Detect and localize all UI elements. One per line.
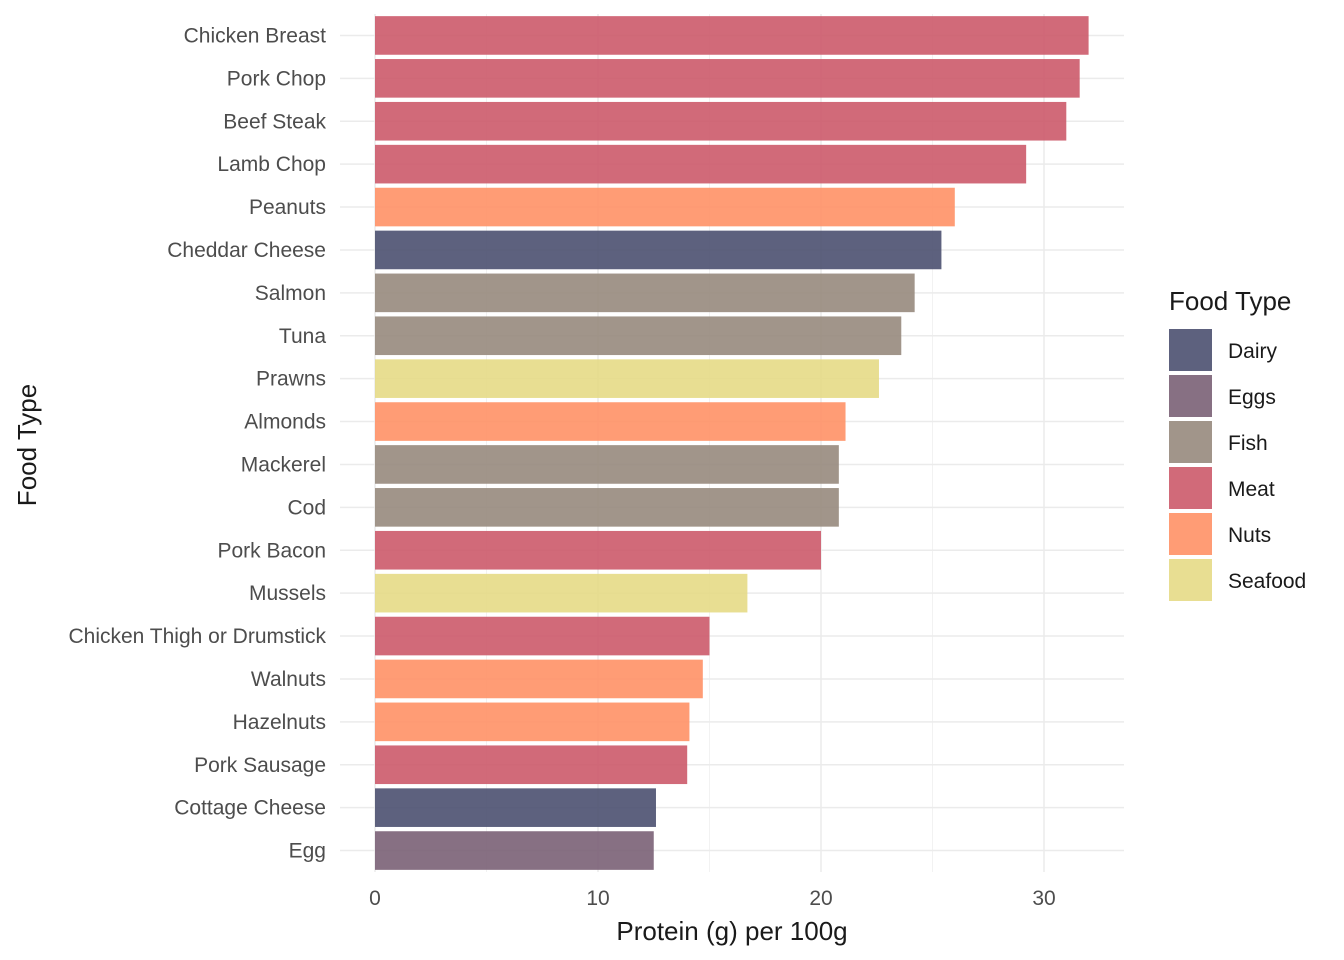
y-tick-label: Mussels	[249, 582, 326, 605]
bar	[375, 488, 839, 527]
bar	[375, 445, 839, 484]
bar	[375, 16, 1089, 55]
legend-swatch	[1169, 375, 1212, 417]
legend: Food Type Dairy Eggs Fish Meat Nuts Seafood	[1169, 286, 1306, 601]
bar	[375, 359, 879, 398]
x-tick-label: 20	[809, 887, 832, 910]
x-tick-label: 10	[586, 887, 609, 910]
legend-swatch	[1169, 513, 1212, 555]
bar	[375, 59, 1080, 98]
x-tick-label: 0	[369, 887, 381, 910]
y-tick-label: Pork Sausage	[194, 754, 326, 777]
bar	[375, 402, 846, 441]
bar	[375, 273, 915, 313]
bars	[375, 16, 1089, 870]
bar	[375, 101, 1067, 141]
y-tick-label: Pork Bacon	[217, 539, 326, 562]
bar	[375, 316, 902, 356]
legend-swatch	[1169, 559, 1212, 601]
legend-label: Meat	[1228, 478, 1275, 501]
y-tick-label: Cheddar Cheese	[167, 239, 326, 262]
y-tick-label: Chicken Thigh or Drumstick	[68, 625, 326, 648]
bar	[375, 745, 688, 785]
bar	[375, 573, 748, 613]
y-tick-label: Cod	[287, 496, 326, 519]
bar	[375, 788, 656, 827]
legend-swatch	[1169, 329, 1212, 371]
legend-items: Dairy Eggs Fish Meat Nuts Seafood	[1169, 329, 1306, 601]
bar	[375, 144, 1027, 184]
y-tick-labels: Chicken Breast Pork Chop Beef Steak Lamb Ch…	[68, 24, 326, 862]
y-tick-label: Chicken Breast	[184, 24, 327, 47]
legend-title: Food Type	[1169, 286, 1291, 316]
bar	[375, 187, 955, 227]
bar	[375, 530, 821, 570]
legend-label: Nuts	[1228, 524, 1271, 547]
bar	[375, 702, 690, 742]
y-tick-label: Almonds	[244, 411, 326, 434]
y-tick-label: Pork Chop	[227, 67, 326, 90]
y-tick-label: Cottage Cheese	[174, 797, 326, 820]
y-tick-label: Beef Steak	[223, 110, 326, 133]
y-tick-label: Hazelnuts	[233, 711, 326, 734]
y-axis-title: Food Type	[12, 384, 42, 506]
bar	[375, 831, 654, 870]
legend-swatch	[1169, 421, 1212, 463]
legend-label: Fish	[1228, 432, 1268, 455]
y-tick-label: Tuna	[279, 325, 326, 348]
bar	[375, 230, 942, 270]
y-tick-label: Peanuts	[249, 196, 326, 219]
bar	[375, 659, 703, 699]
y-tick-label: Prawns	[256, 368, 326, 391]
y-tick-label: Lamb Chop	[217, 153, 326, 176]
legend-label: Dairy	[1228, 340, 1278, 363]
x-tick-labels: 0 10 20 30	[369, 887, 1056, 910]
legend-label: Eggs	[1228, 386, 1276, 409]
x-tick-label: 30	[1032, 887, 1055, 910]
legend-label: Seafood	[1228, 570, 1306, 593]
legend-swatch	[1169, 467, 1212, 509]
bar	[375, 616, 710, 656]
y-tick-label: Walnuts	[251, 668, 326, 691]
y-tick-label: Egg	[289, 840, 326, 863]
x-axis-title: Protein (g) per 100g	[616, 916, 847, 946]
y-tick-label: Mackerel	[241, 453, 326, 476]
y-tick-label: Salmon	[255, 282, 326, 305]
grid-lines	[340, 14, 1124, 872]
